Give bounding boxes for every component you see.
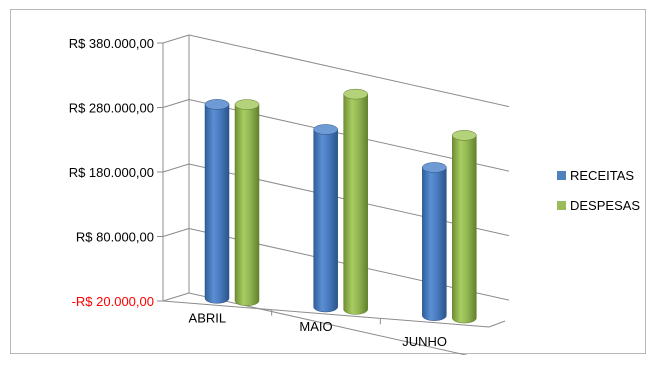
legend: RECEITAS DESPESAS — [557, 168, 640, 213]
gridline — [188, 34, 510, 108]
x-axis-end — [488, 320, 506, 328]
y-tick-label: R$ 380.000,00 — [69, 36, 154, 51]
y-tick-label: R$ 180.000,00 — [69, 165, 154, 180]
bar-receitas-maio — [313, 129, 338, 313]
bars-layer — [204, 88, 477, 324]
legend-swatch — [557, 171, 566, 180]
gridline-side — [162, 292, 190, 302]
x-axis-line — [162, 300, 490, 328]
bar-despesas-abril — [234, 104, 260, 306]
gridline-side — [162, 163, 190, 173]
y-tick-label: R$ 80.000,00 — [76, 230, 154, 245]
bar-despesas-maio — [343, 93, 368, 315]
bar-receitas-junho — [422, 167, 447, 321]
bar-top-receitas-junho — [422, 162, 447, 173]
y-tick-label: R$ 280.000,00 — [69, 101, 154, 116]
x-tick-label: ABRIL — [189, 311, 227, 326]
bar-despesas-junho — [452, 135, 477, 324]
chart-svg: R$ 380.000,00 R$ 280.000,00 R$ 180.000,00 R… — [69, 34, 640, 366]
x-tick-label: MAIO — [299, 319, 332, 334]
legend-label: DESPESAS — [570, 198, 640, 213]
gridline-side — [162, 228, 190, 237]
labels-layer: R$ 380.000,00 R$ 280.000,00 R$ 180.000,00 R… — [69, 36, 447, 349]
legend-label: RECEITAS — [570, 168, 634, 183]
bar-top-receitas-maio — [313, 124, 338, 135]
gridline-side — [162, 34, 190, 44]
bar-top-despesas-abril — [234, 99, 260, 110]
x-tick-label: JUNHO — [402, 334, 447, 349]
bar-top-despesas-maio — [343, 88, 368, 100]
chart-area: R$ 380.000,00 R$ 280.000,00 R$ 180.000,00 R… — [10, 9, 646, 366]
gridline-side — [162, 99, 190, 108]
bar-top-despesas-junho — [452, 130, 477, 141]
y-tick-label: -R$ 20.000,00 — [72, 294, 154, 309]
bar-top-receitas-abril — [204, 99, 230, 110]
bar-receitas-abril — [204, 104, 230, 304]
legend-swatch — [557, 201, 566, 210]
